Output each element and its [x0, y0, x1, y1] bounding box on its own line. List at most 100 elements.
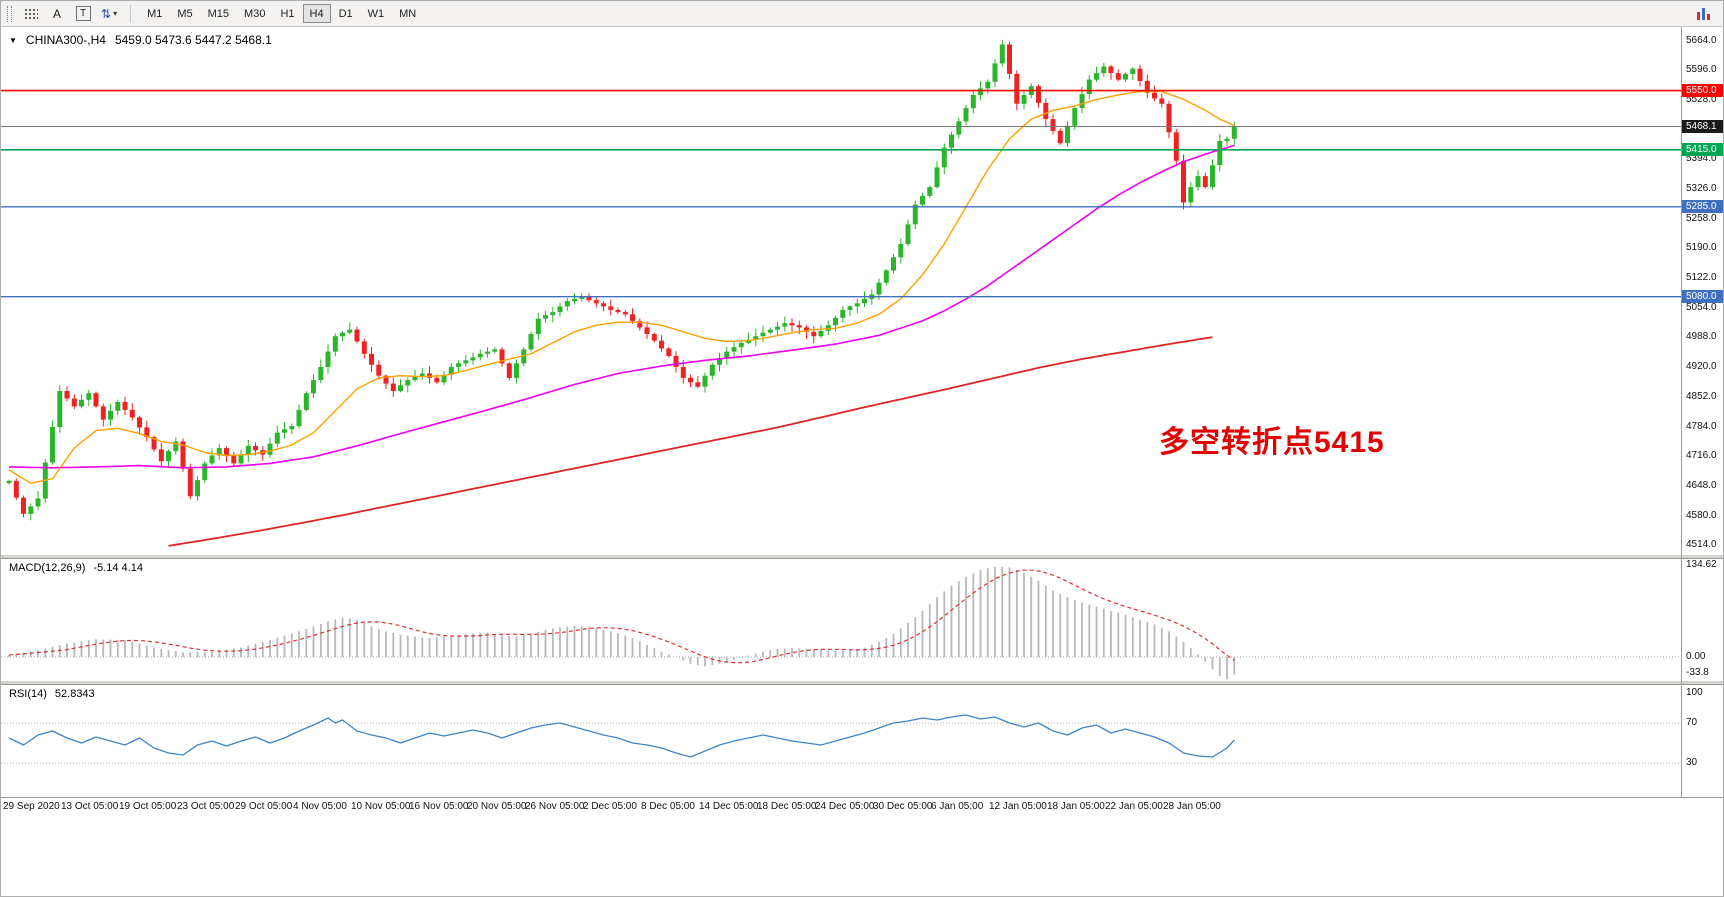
pattern-tool-button[interactable]: [19, 4, 43, 24]
time-axis-label: 23 Oct 05:00: [177, 801, 235, 812]
bottom-empty-area: [1, 817, 1723, 896]
letter-a-icon: A: [52, 6, 61, 21]
price-tick-label: 5528.0: [1686, 94, 1717, 105]
ma-mid-line: [8, 144, 1235, 469]
main-chart-panel[interactable]: ▼ CHINA300-,H4 5459.0 5473.6 5447.2 5468…: [1, 27, 1681, 554]
toolbar-separator: [130, 4, 132, 23]
price-tick-label: 5122.0: [1686, 272, 1717, 283]
time-axis-label: 18 Jan 05:00: [1047, 801, 1105, 812]
price-tick-label: 5258.0: [1686, 213, 1717, 224]
toolbar: A T ⇅ ▾ M1 M5 M15 M30 H1 H4 D1 W1 MN: [1, 1, 1723, 27]
rsi-plot[interactable]: [1, 685, 1681, 797]
ma-slow-line: [168, 336, 1213, 547]
timeframe-M5-button[interactable]: M5: [170, 4, 199, 23]
time-axis-label: 13 Oct 05:00: [61, 801, 119, 812]
macd-plot[interactable]: [1, 559, 1681, 680]
time-axis-label: 29 Sep 2020: [3, 801, 60, 812]
timeframe-group: M1 M5 M15 M30 H1 H4 D1 W1 MN: [140, 4, 423, 23]
rsi-line: [8, 714, 1235, 758]
timeframe-M1-button[interactable]: M1: [140, 4, 169, 23]
price-tick-label: 4514.0: [1686, 539, 1717, 550]
rsi-axis-label: 70: [1686, 717, 1698, 728]
timeframe-W1-button[interactable]: W1: [361, 4, 392, 23]
ohlc-values: 5459.0 5473.6 5447.2 5468.1: [114, 33, 272, 47]
time-axis-label: 16 Nov 05:00: [409, 801, 469, 812]
price-line-badge: 5285.0: [1682, 200, 1723, 213]
text-label-button[interactable]: T: [71, 4, 95, 24]
price-tick-label: 5054.0: [1686, 302, 1717, 313]
time-axis-label: 19 Oct 05:00: [119, 801, 177, 812]
macd-axis-label: 0.00: [1686, 651, 1706, 662]
time-axis-label: 24 Dec 05:00: [815, 801, 875, 812]
price-tick-label: 4580.0: [1686, 510, 1717, 521]
price-line-badge: 5468.1: [1682, 120, 1723, 133]
rsi-panel[interactable]: RSI(14) 52.8343: [1, 685, 1681, 797]
price-tick-label: 4784.0: [1686, 421, 1717, 432]
time-axis-label: 26 Nov 05:00: [525, 801, 585, 812]
macd-signal-line: [8, 569, 1235, 664]
rsi-axis[interactable]: 100 70 30: [1682, 685, 1723, 797]
price-tick-label: 4988.0: [1686, 331, 1717, 342]
symbol-label: CHINA300-,H4: [25, 33, 106, 47]
time-axis[interactable]: 29 Sep 2020 13 Oct 05:00 19 Oct 05:00 23 Oc…: [1, 799, 1723, 816]
price-tick-label: 5664.0: [1686, 35, 1717, 46]
ma-fast-line: [8, 90, 1235, 484]
timeframe-H1-button[interactable]: H1: [273, 4, 301, 23]
macd-values: -5.14 4.14: [93, 562, 143, 574]
time-axis-label: 14 Dec 05:00: [699, 801, 759, 812]
arrows-icon: ⇅: [101, 6, 112, 21]
macd-label: MACD(12,26,9): [9, 562, 86, 574]
macd-axis[interactable]: 134.62 0.00 -33.8: [1682, 559, 1723, 680]
panel-splitter[interactable]: [1, 554, 1723, 559]
letter-t-icon: T: [75, 6, 91, 21]
timeframe-MN-button[interactable]: MN: [392, 4, 423, 23]
price-line-badge: 5080.0: [1682, 290, 1723, 303]
timeframe-M15-button[interactable]: M15: [201, 4, 236, 23]
price-tick-label: 4648.0: [1686, 480, 1717, 491]
rsi-label: RSI(14): [9, 688, 47, 700]
chevron-down-icon: ▾: [113, 9, 118, 18]
time-axis-label: 8 Dec 05:00: [641, 801, 695, 812]
arrows-tool-button[interactable]: ⇅ ▾: [97, 4, 121, 24]
axis-divider-line: [1681, 27, 1682, 797]
toolbar-grip[interactable]: [7, 5, 12, 22]
rsi-value: 52.8343: [54, 688, 95, 700]
time-axis-label: 29 Oct 05:00: [235, 801, 293, 812]
time-axis-label: 18 Dec 05:00: [757, 801, 817, 812]
price-tick-label: 4716.0: [1686, 450, 1717, 461]
rsi-axis-label: 30: [1686, 757, 1698, 768]
price-axis[interactable]: 5664.0 5596.0 5528.0 5394.0 5326.0 5258.0 5190…: [1682, 27, 1723, 554]
price-tick-label: 5326.0: [1686, 183, 1717, 194]
macd-histogram: [8, 566, 1236, 680]
rsi-title: RSI(14) 52.8343: [9, 688, 95, 700]
timeframe-H4-button[interactable]: H4: [302, 4, 331, 23]
price-tick-label: 4920.0: [1686, 361, 1717, 372]
time-axis-label: 4 Nov 05:00: [293, 801, 347, 812]
chart-title: ▼ CHINA300-,H4 5459.0 5473.6 5447.2 5468…: [9, 33, 272, 47]
macd-axis-label: 134.62: [1686, 559, 1717, 570]
time-axis-label: 6 Jan 05:00: [931, 801, 984, 812]
macd-title: MACD(12,26,9) -5.14 4.14: [9, 562, 143, 574]
time-axis-label: 20 Nov 05:00: [467, 801, 527, 812]
time-axis-label: 30 Dec 05:00: [873, 801, 933, 812]
time-axis-label: 10 Nov 05:00: [351, 801, 411, 812]
symbol-dropdown-icon[interactable]: ▼: [9, 35, 17, 45]
macd-axis-label: -33.8: [1686, 667, 1709, 678]
rsi-axis-label: 100: [1686, 687, 1703, 698]
connection-status-icon[interactable]: [1696, 7, 1712, 21]
price-tick-label: 5596.0: [1686, 64, 1717, 75]
main-chart-plot[interactable]: [1, 27, 1681, 554]
timeframe-M30-button[interactable]: M30: [237, 4, 272, 23]
panel-splitter[interactable]: [1, 680, 1723, 685]
price-tick-label: 5190.0: [1686, 242, 1717, 253]
time-axis-label: 12 Jan 05:00: [989, 801, 1047, 812]
pattern-grid-icon: [24, 7, 38, 20]
macd-panel[interactable]: MACD(12,26,9) -5.14 4.14: [1, 559, 1681, 680]
time-axis-label: 28 Jan 05:00: [1163, 801, 1221, 812]
time-axis-label: 22 Jan 05:00: [1105, 801, 1163, 812]
price-line-badge: 5415.0: [1682, 143, 1723, 156]
price-tick-label: 4852.0: [1686, 391, 1717, 402]
timeframe-D1-button[interactable]: D1: [332, 4, 360, 23]
text-annotation-button[interactable]: A: [45, 4, 69, 24]
